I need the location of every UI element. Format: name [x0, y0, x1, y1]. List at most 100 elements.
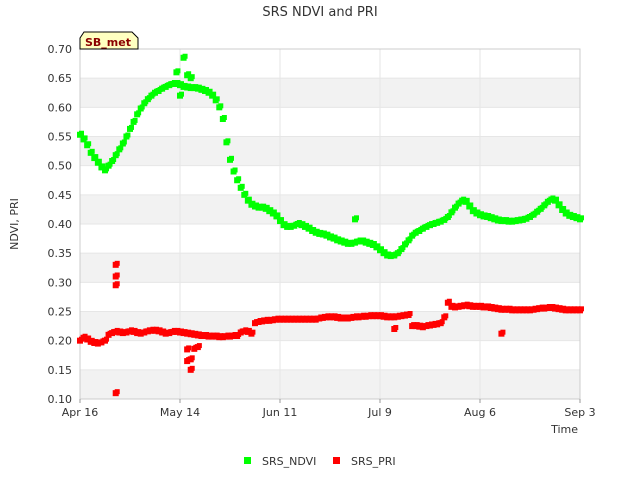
data-point [93, 154, 99, 160]
data-point [204, 87, 209, 92]
data-point [139, 104, 145, 110]
data-point [86, 141, 92, 147]
data-point [114, 272, 120, 278]
data-point [232, 167, 238, 173]
y-axis-ticks: 0.10 0.15 0.20 0.25 0.30 0.35 0.40 0.45 0.50 0.55… [48, 43, 73, 406]
data-point [382, 249, 388, 255]
data-point [104, 336, 109, 342]
y-tick-label: 0.35 [48, 247, 73, 260]
data-point [439, 319, 445, 325]
y-tick-label: 0.20 [48, 335, 73, 348]
data-point [300, 221, 306, 227]
data-point [182, 53, 188, 59]
data-point [175, 68, 181, 74]
data-point [89, 148, 95, 154]
legend-label-ndvi: SRS_NDVI [262, 455, 316, 468]
plot-band [80, 136, 580, 166]
data-point [561, 206, 567, 211]
data-point [443, 313, 449, 319]
plot-bands [80, 78, 580, 399]
y-tick-label: 0.65 [48, 72, 73, 85]
data-point [114, 389, 120, 395]
y-tick-label: 0.30 [48, 276, 73, 289]
x-tick-label: Aug 6 [464, 406, 496, 419]
x-axis-label: Time [550, 423, 578, 436]
data-point [400, 245, 406, 251]
y-tick-label: 0.10 [48, 393, 73, 406]
plot-frame [79, 48, 581, 400]
series-srs-pri [77, 260, 584, 397]
data-point [304, 222, 309, 228]
data-point [189, 74, 195, 80]
data-point [104, 166, 109, 172]
y-tick-label: 0.60 [48, 101, 73, 114]
data-point [379, 246, 384, 252]
data-point [557, 201, 563, 207]
data-point [564, 209, 570, 215]
data-point [118, 145, 124, 151]
y-axis-label: NDVI, PRI [8, 198, 21, 250]
data-point [282, 221, 288, 227]
data-point [129, 124, 134, 130]
data-point [393, 325, 399, 330]
plot-band [80, 78, 580, 108]
x-tick-label: Apr 16 [62, 406, 99, 419]
y-tick-label: 0.70 [48, 43, 73, 56]
data-point [243, 190, 249, 196]
data-point [407, 236, 413, 242]
x-axis-ticks: Apr 16 May 14 Jun 11 Jul 9 Aug 6 Sep 3 [62, 399, 596, 419]
data-point [407, 311, 413, 316]
data-point [114, 260, 120, 266]
data-point [375, 243, 381, 249]
legend-label-pri: SRS_PRI [351, 455, 396, 468]
data-point [79, 130, 84, 136]
data-point [579, 215, 584, 221]
data-point [189, 365, 195, 371]
data-point [332, 234, 338, 240]
plot-band [80, 253, 580, 283]
badge-label: SB_met [85, 36, 131, 49]
y-tick-label: 0.45 [48, 189, 73, 202]
data-point [271, 209, 277, 215]
data-point [211, 91, 217, 97]
data-point [464, 197, 470, 203]
data-point [107, 161, 113, 167]
x-tick-label: Jul 9 [367, 406, 392, 419]
data-point [179, 81, 184, 87]
data-point [246, 327, 252, 333]
data-point [225, 138, 231, 144]
data-point [114, 151, 120, 157]
data-point [475, 209, 481, 215]
data-point [96, 158, 102, 164]
data-point [311, 227, 317, 232]
chart-title: SRS NDVI and PRI [262, 5, 377, 20]
badge-shape [79, 31, 139, 50]
data-point [196, 343, 202, 349]
y-tick-label: 0.40 [48, 218, 73, 231]
data-point [186, 345, 192, 351]
data-point [186, 71, 192, 77]
x-tick-label: Jun 11 [262, 406, 298, 419]
legend: SRS_NDVI SRS_PRI [244, 455, 396, 468]
data-point [250, 200, 256, 206]
data-point [136, 110, 142, 116]
legend-marker-ndvi [244, 457, 251, 464]
data-point [221, 115, 227, 120]
data-point [471, 207, 477, 213]
data-point [132, 117, 138, 123]
data-point [325, 231, 331, 237]
site-badge: SB_met [79, 31, 139, 50]
data-point [229, 155, 234, 161]
data-point [100, 163, 106, 169]
data-point [354, 215, 359, 221]
data-point [450, 208, 456, 214]
series-srs-ndvi [77, 53, 584, 260]
data-points [77, 53, 584, 397]
data-point [268, 207, 274, 213]
data-point [189, 355, 195, 361]
data-point [207, 88, 213, 94]
data-point [236, 176, 242, 182]
data-point [250, 329, 256, 335]
data-point [275, 212, 281, 218]
